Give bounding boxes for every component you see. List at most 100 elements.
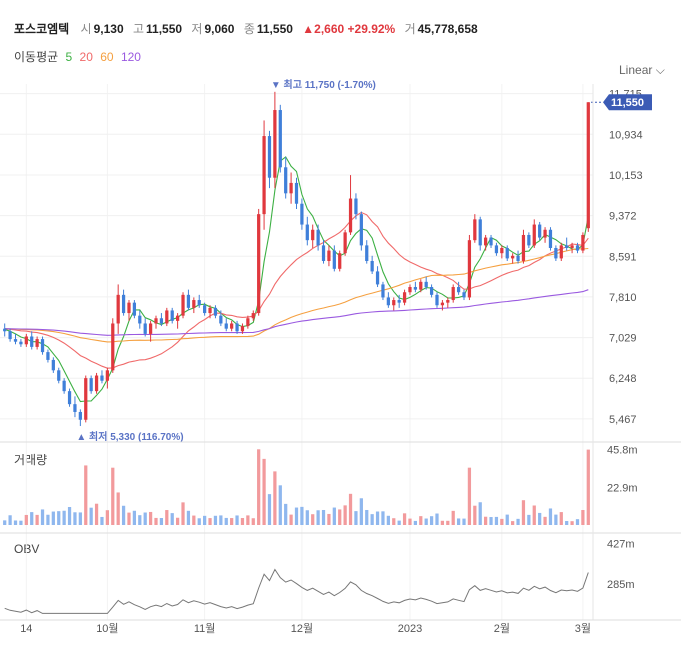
volume-panel-title: 거래량 xyxy=(14,453,48,467)
candle xyxy=(500,247,504,254)
time-tick-label: 14 xyxy=(20,623,32,635)
volume-bar xyxy=(375,511,380,525)
candle xyxy=(192,300,196,308)
candle xyxy=(359,214,363,246)
volume-bar xyxy=(154,517,158,525)
volume-bar xyxy=(446,520,450,525)
time-tick-label: 2023 xyxy=(398,623,422,635)
volume-bar xyxy=(73,512,77,525)
price-tick-label: 5,467 xyxy=(609,414,637,426)
candle xyxy=(57,370,61,381)
time-tick-label: 12월 xyxy=(291,622,313,635)
price-tick-label: 7,029 xyxy=(609,333,637,345)
volume-bar xyxy=(186,510,191,525)
volume-bar xyxy=(159,518,164,525)
volume-bar xyxy=(94,503,99,525)
candle xyxy=(116,294,120,324)
candle xyxy=(84,378,88,420)
candle xyxy=(424,281,428,288)
volume-bar xyxy=(413,520,418,525)
candle xyxy=(51,359,55,371)
candle xyxy=(381,284,385,298)
price-tick-label: 7,810 xyxy=(609,292,637,304)
current-price-label: 11,550 xyxy=(611,97,644,109)
stock-header: 포스코엠텍 시 9,130 고 11,550 저 9,060 종 11,550 ▲2,6… xyxy=(14,20,484,37)
volume-bar xyxy=(19,520,23,525)
obv-line xyxy=(4,568,589,614)
volume-bar xyxy=(121,505,126,525)
candle xyxy=(451,287,455,301)
candle xyxy=(78,411,82,420)
volume-bar xyxy=(40,509,45,525)
candle xyxy=(273,110,277,178)
volume-bar xyxy=(24,514,28,525)
volume-bar xyxy=(51,511,55,525)
volume-bar xyxy=(192,515,196,525)
volume-bar xyxy=(35,514,39,525)
volume-bar xyxy=(451,510,455,525)
volume-bar xyxy=(354,511,358,525)
volume-bar xyxy=(251,518,255,525)
candle xyxy=(456,287,461,293)
volume-bar xyxy=(294,507,299,525)
volume-bar xyxy=(67,507,72,525)
candle xyxy=(127,302,131,314)
time-tick-label: 2월 xyxy=(494,622,510,635)
volume-bar xyxy=(397,520,401,525)
volume-bar xyxy=(289,514,293,525)
volume-bar xyxy=(467,467,472,525)
candle xyxy=(267,136,272,178)
price-tick-label: 6,248 xyxy=(609,373,637,385)
candle xyxy=(565,245,569,248)
volume-value: 45,778,658 xyxy=(417,22,478,36)
candle xyxy=(408,287,412,293)
candle xyxy=(111,323,115,371)
candle xyxy=(311,229,315,241)
volume-bar xyxy=(581,510,585,525)
candle xyxy=(246,318,250,327)
candle xyxy=(186,294,191,308)
candle xyxy=(516,255,520,261)
candle xyxy=(197,300,201,306)
candle xyxy=(67,391,72,405)
candle xyxy=(332,250,336,269)
candle xyxy=(132,302,137,316)
volume-bar xyxy=(105,510,109,525)
candle xyxy=(235,323,239,332)
volume-bar xyxy=(532,505,536,525)
volume-bar xyxy=(570,521,574,525)
candle xyxy=(392,300,396,306)
volume-bar xyxy=(575,519,580,525)
volume-bar xyxy=(181,502,185,525)
ma-20-label[interactable]: 20 xyxy=(79,50,93,64)
ma-60-label[interactable]: 60 xyxy=(100,50,114,64)
candle xyxy=(89,378,93,392)
time-tick-label: 10월 xyxy=(96,622,118,635)
scale-toggle[interactable]: Linear ⌵ xyxy=(619,63,665,78)
price-tick-label: 8,591 xyxy=(609,251,637,263)
candle xyxy=(105,370,109,381)
ma-120-label[interactable]: 120 xyxy=(120,50,141,64)
volume-bar xyxy=(402,513,407,525)
candle xyxy=(40,339,45,353)
price-tick-label: 10,934 xyxy=(609,129,643,141)
volume-bar xyxy=(197,518,201,525)
volume-bar xyxy=(316,510,320,525)
volume-bar xyxy=(554,514,558,525)
candle xyxy=(213,307,218,316)
volume-bar xyxy=(332,507,336,525)
volume-bar xyxy=(511,521,515,525)
volume-bar xyxy=(278,485,282,525)
ma-5-label[interactable]: 5 xyxy=(65,50,73,64)
ma-20-line xyxy=(4,211,589,369)
candle xyxy=(46,352,50,360)
candle xyxy=(338,253,342,269)
high-value: 11,550 xyxy=(146,22,183,36)
volume-bar xyxy=(500,518,504,525)
candle xyxy=(370,261,374,272)
candle xyxy=(159,318,164,324)
candle xyxy=(494,245,499,254)
candle xyxy=(532,224,536,246)
candle xyxy=(148,323,153,334)
